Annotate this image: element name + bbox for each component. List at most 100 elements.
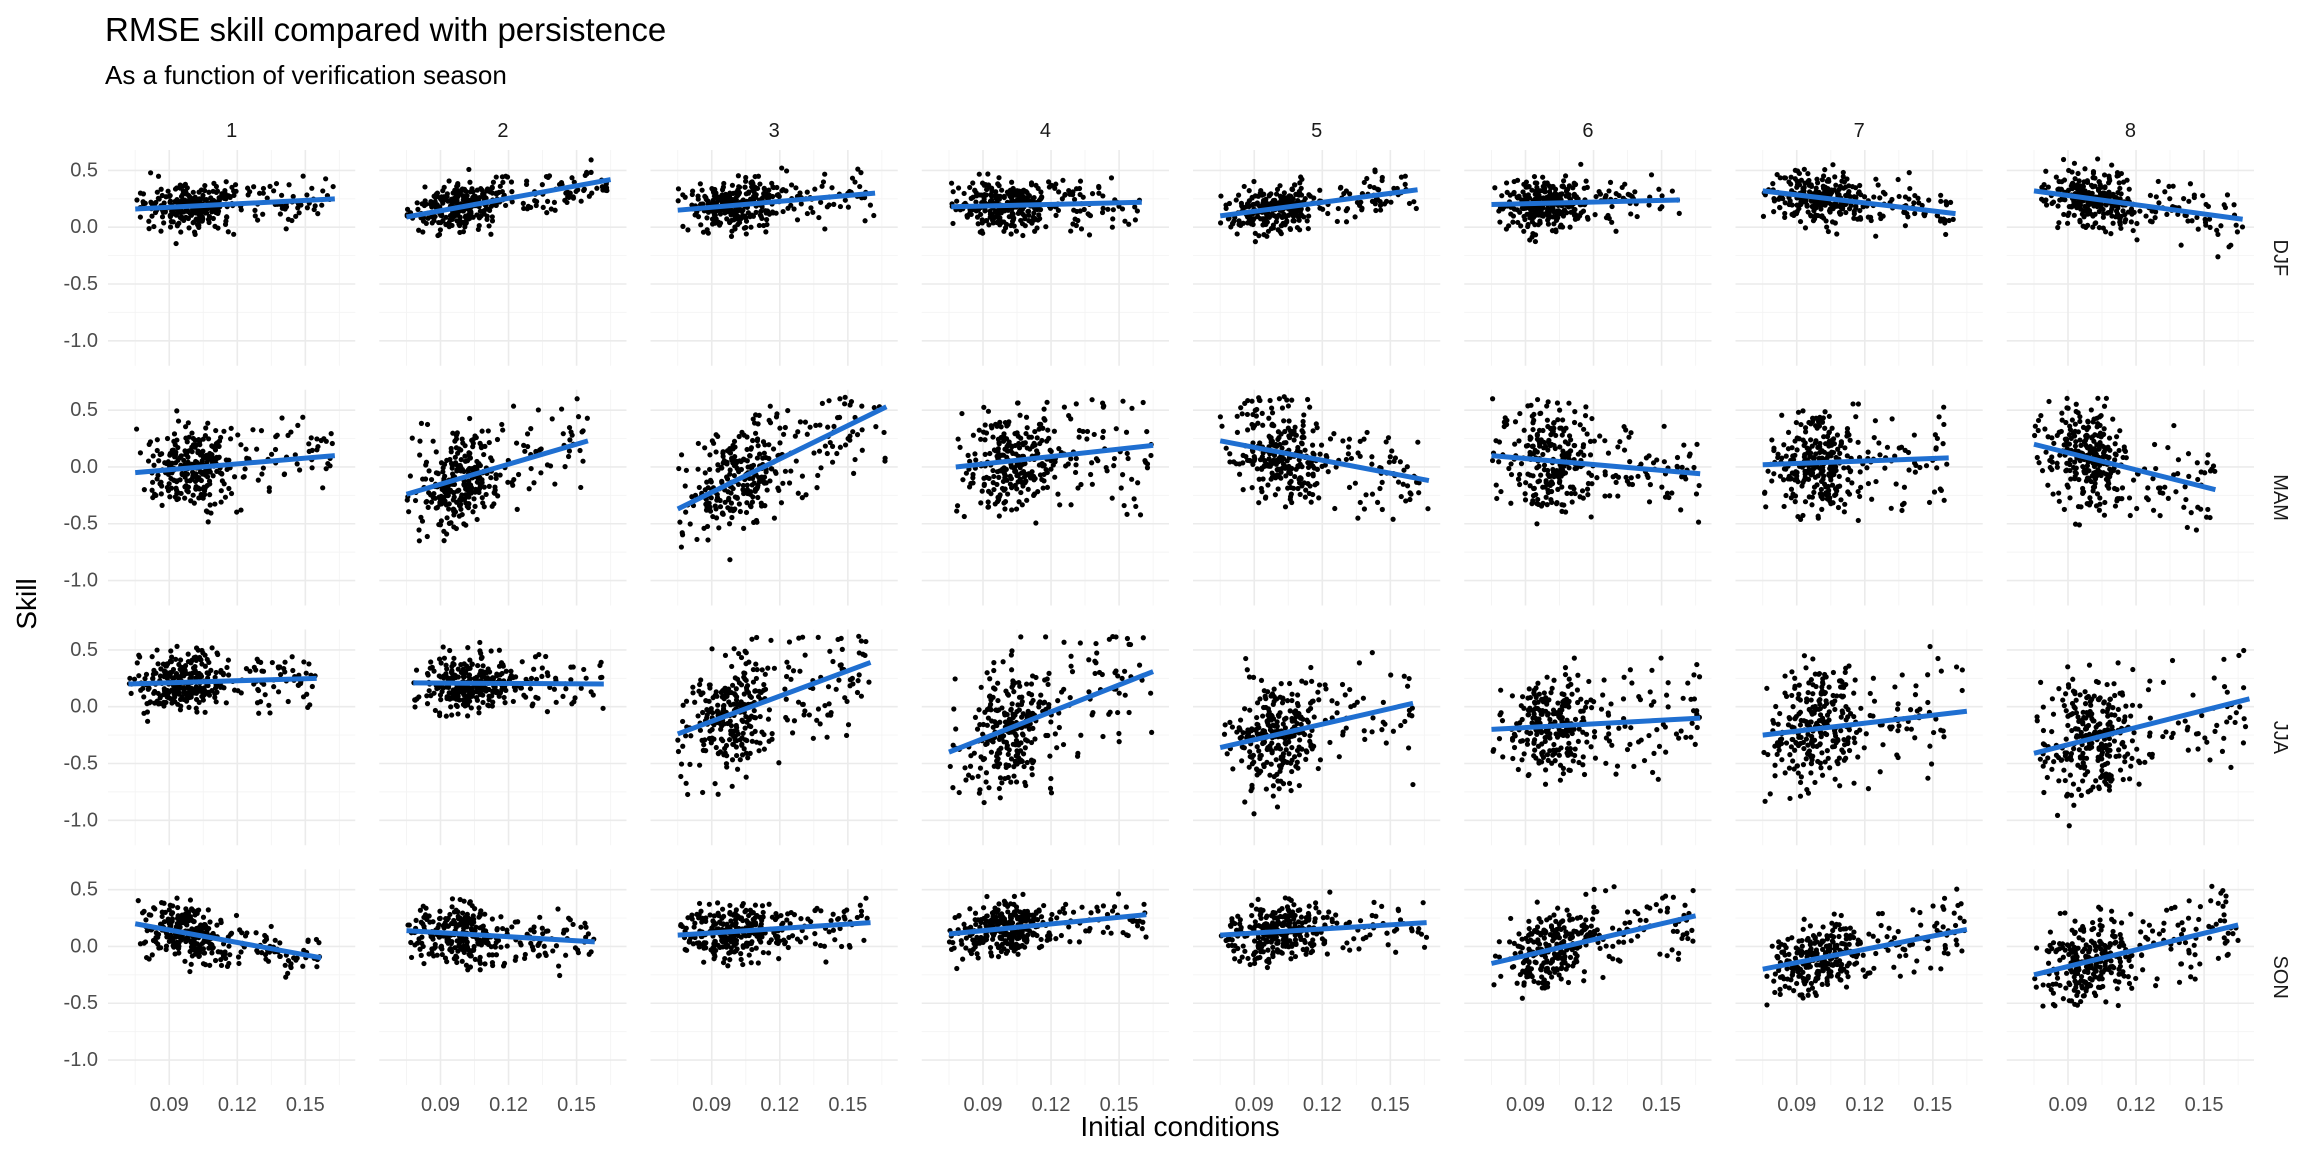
data-point — [1517, 209, 1523, 215]
data-point — [1239, 411, 1245, 417]
data-point — [194, 207, 200, 214]
data-point — [1278, 469, 1284, 475]
data-point — [213, 183, 219, 190]
data-point — [1252, 230, 1258, 236]
data-point — [750, 494, 756, 500]
data-point — [697, 181, 703, 187]
data-point — [429, 204, 435, 210]
data-point — [695, 466, 701, 472]
data-point — [973, 193, 980, 199]
data-point — [782, 468, 789, 474]
data-point — [223, 457, 229, 463]
data-point — [1808, 198, 1815, 204]
data-point — [218, 499, 224, 505]
data-point — [1681, 442, 1687, 448]
data-point — [1035, 185, 1041, 191]
data-point — [2117, 221, 2123, 228]
data-point — [1540, 205, 1546, 211]
data-point — [1040, 425, 1046, 431]
data-point — [2131, 209, 2137, 215]
data-point — [1558, 222, 1564, 228]
data-point — [2214, 227, 2220, 233]
data-point — [1086, 232, 1093, 238]
data-point — [178, 193, 185, 200]
data-point — [1592, 212, 1598, 218]
data-point — [1297, 491, 1303, 498]
data-point — [2064, 220, 2071, 226]
data-point — [2069, 203, 2075, 209]
data-point — [177, 477, 183, 483]
data-point — [1843, 209, 1849, 216]
data-point — [1899, 507, 1905, 514]
data-point — [448, 196, 455, 202]
data-point — [763, 454, 769, 461]
data-point — [1789, 202, 1795, 208]
data-point — [182, 495, 188, 501]
data-point — [1002, 225, 1009, 231]
data-point — [544, 198, 551, 204]
data-point — [754, 519, 760, 525]
data-point — [1494, 495, 1500, 502]
data-point — [1508, 500, 1514, 506]
data-point — [171, 431, 178, 437]
data-point — [205, 420, 211, 426]
data-point — [219, 191, 225, 197]
data-point — [834, 450, 840, 457]
data-point — [1549, 481, 1556, 487]
data-point — [1529, 187, 1535, 193]
data-point — [1013, 228, 1020, 234]
data-point — [1244, 201, 1251, 207]
data-point — [304, 205, 310, 211]
data-point — [1567, 224, 1573, 230]
data-point — [412, 497, 419, 504]
data-point — [1934, 212, 1940, 219]
data-point — [1795, 180, 1801, 186]
facet-panel — [1464, 389, 1712, 606]
data-point — [260, 190, 266, 196]
data-point — [716, 525, 722, 531]
data-point — [445, 493, 451, 499]
trend-line — [406, 177, 612, 220]
data-point — [1062, 192, 1068, 198]
data-point — [996, 513, 1002, 519]
data-point — [197, 469, 204, 475]
data-point — [1307, 193, 1313, 199]
data-point — [156, 458, 162, 464]
data-point — [1871, 194, 1877, 200]
data-point — [710, 440, 717, 446]
data-point — [1678, 507, 1684, 513]
data-point — [1545, 221, 1552, 227]
data-point — [2095, 186, 2102, 192]
data-point — [158, 186, 164, 192]
data-point — [1283, 440, 1289, 446]
data-point — [1674, 454, 1681, 461]
data-point — [1783, 492, 1789, 499]
data-point — [575, 187, 581, 193]
data-point — [721, 180, 727, 187]
data-point — [692, 212, 698, 218]
data-point — [1009, 179, 1015, 185]
data-point — [1527, 195, 1533, 201]
data-point — [466, 211, 472, 217]
data-point — [1089, 191, 1096, 197]
facet-column-label: 5 — [1311, 120, 1322, 142]
data-point — [1008, 195, 1015, 201]
data-point — [1306, 490, 1312, 497]
data-point — [444, 191, 450, 197]
data-point — [1268, 459, 1274, 466]
data-point — [2080, 223, 2086, 229]
data-point — [851, 470, 857, 476]
data-point — [439, 194, 445, 200]
data-point — [140, 201, 147, 207]
data-point — [446, 224, 452, 230]
data-point — [1246, 188, 1252, 194]
data-point — [1828, 469, 1834, 475]
data-point — [728, 490, 734, 496]
data-point — [1425, 506, 1431, 512]
data-point — [1848, 202, 1854, 209]
data-point — [222, 221, 229, 227]
data-point — [728, 198, 734, 204]
data-point — [216, 438, 223, 444]
data-point — [1223, 445, 1229, 451]
data-point — [448, 520, 454, 526]
